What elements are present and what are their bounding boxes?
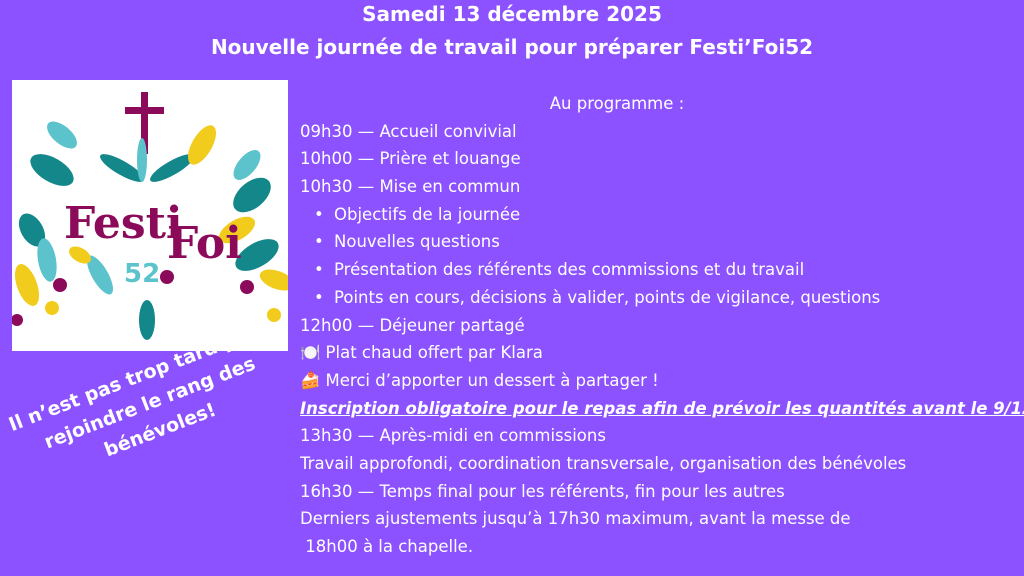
program-line: 09h30 — Accueil convivial: [300, 118, 1024, 146]
event-date: Samedi 13 décembre 2025: [362, 2, 662, 26]
program-line-text: 10h30 — Mise en commun: [300, 177, 521, 197]
program-line-text: Présentation des référents des commissio…: [334, 260, 805, 280]
program-line: 12h00 — Déjeuner partagé: [300, 312, 1024, 340]
svg-text:Foi: Foi: [167, 218, 242, 269]
program-line: 🍰 Merci d’apporter un dessert à partager …: [300, 367, 1024, 395]
program-line: 10h00 — Prière et louange: [300, 145, 1024, 173]
program-line-text: Plat chaud offert par Klara: [325, 343, 543, 363]
program-bullet: Points en cours, décisions à valider, po…: [300, 284, 1024, 312]
program-line: Derniers ajustements jusqu’à 17h30 maxim…: [300, 505, 1024, 533]
program-line-text: 13h30 — Après-midi en commissions: [300, 426, 606, 446]
program-line-text: Nouvelles questions: [334, 232, 500, 252]
svg-text:Festi: Festi: [64, 198, 183, 249]
registration-notice: Inscription obligatoire pour le repas af…: [300, 395, 1024, 423]
cake-icon: 🍰: [300, 370, 321, 390]
program-line: 🍽️ Plat chaud offert par Klara: [300, 339, 1024, 367]
program-line-text: Points en cours, décisions à valider, po…: [334, 287, 881, 307]
program-line: 18h00 à la chapelle.: [300, 533, 1024, 561]
program-line-text: 16h30 — Temps final pour les référents, …: [300, 481, 785, 501]
program-line-text: Travail approfondi, coordination transve…: [300, 453, 907, 473]
plate-icon: 🍽️: [300, 343, 321, 363]
program-bullet: Présentation des référents des commissio…: [300, 256, 1024, 284]
program-line-text: 10h00 — Prière et louange: [300, 149, 521, 169]
program-bullet: Nouvelles questions: [300, 228, 1024, 256]
program-line-text: Inscription obligatoire pour le repas af…: [300, 398, 1024, 418]
program-line: 10h30 — Mise en commun: [300, 173, 1024, 201]
svg-text:52: 52: [124, 259, 160, 289]
program: Au programme : 09h30 — Accueil convivial…: [300, 90, 1024, 556]
festifoi-logo: Festi Foi 52: [11, 80, 295, 351]
program-heading: Au programme :: [549, 94, 685, 113]
program-line-text: Objectifs de la journée: [334, 204, 521, 224]
program-bullet: Objectifs de la journée: [300, 201, 1024, 229]
program-line: 13h30 — Après-midi en commissions: [300, 422, 1024, 450]
program-line: Travail approfondi, coordination transve…: [300, 450, 1024, 478]
program-line-text: Derniers ajustements jusqu’à 17h30 maxim…: [300, 509, 851, 529]
program-line: 16h30 — Temps final pour les référents, …: [300, 478, 1024, 506]
program-line-text: Merci d’apporter un dessert à partager !: [325, 370, 659, 390]
program-line-text: 18h00 à la chapelle.: [300, 537, 474, 556]
event-title: Nouvelle journée de travail pour prépare…: [210, 35, 814, 59]
program-line-text: 09h30 — Accueil convivial: [300, 121, 517, 141]
program-line-text: 12h00 — Déjeuner partagé: [300, 315, 525, 335]
